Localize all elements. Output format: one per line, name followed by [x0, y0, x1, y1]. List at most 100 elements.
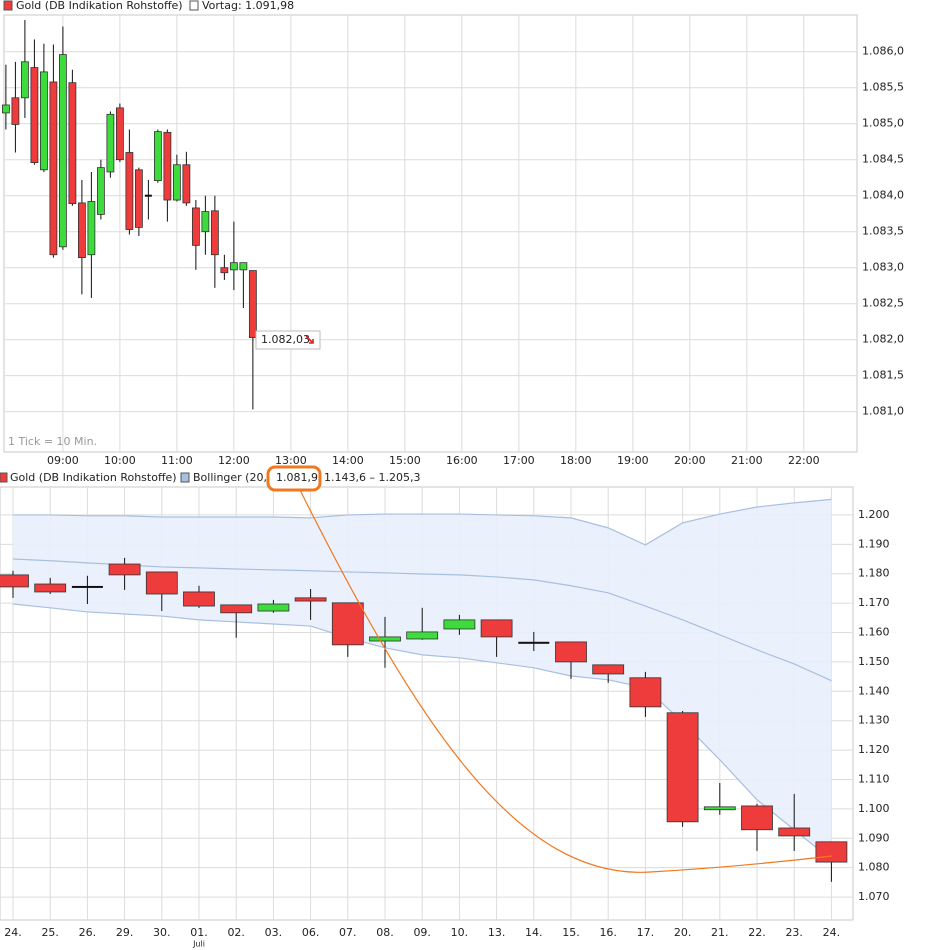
x-tick-label: 21.	[711, 926, 729, 939]
candle-body	[666, 712, 699, 823]
candle-body	[369, 636, 401, 642]
candle-body	[58, 54, 67, 248]
candle-body	[20, 61, 29, 99]
candle-body	[294, 597, 327, 602]
x-tick-label: 19:00	[617, 454, 649, 467]
x-tick-label: 20.	[674, 926, 692, 939]
y-tick-label: 1.083,0	[862, 261, 904, 274]
candle-body	[239, 262, 248, 271]
x-tick-label: 29.	[116, 926, 134, 939]
x-tick-label: 26.	[79, 926, 97, 939]
annotation-box	[266, 465, 322, 492]
candle-body	[815, 841, 848, 863]
x-tick-label: 09.	[413, 926, 431, 939]
x-tick-label: 10.	[451, 926, 469, 939]
x-tick-label: 08.	[376, 926, 394, 939]
top-plot-area	[3, 14, 858, 453]
x-tick-label: 16:00	[446, 454, 478, 467]
y-tick-label: 1.100	[858, 802, 890, 815]
candle-body	[443, 619, 476, 630]
candle-body	[134, 169, 143, 228]
x-tick-label: 09:00	[47, 454, 79, 467]
candle-body	[210, 210, 219, 256]
x-tick-label: 15:00	[389, 454, 421, 467]
candle-body	[191, 207, 200, 246]
legends: Gold (DB Indikation Rohstoffe) Vortag: 1…	[0, 0, 833, 873]
x-tick-label: 22:00	[788, 454, 820, 467]
candle-body	[629, 677, 662, 708]
annotation-connector	[299, 489, 833, 873]
annotation-label: 1.081,9	[276, 471, 318, 484]
candle-body	[144, 194, 152, 197]
candle-body	[77, 202, 86, 259]
y-tick-label: 1.084,0	[862, 189, 904, 202]
x-tick-label: 15.	[562, 926, 580, 939]
candle-body	[108, 563, 141, 576]
candle-body	[183, 591, 215, 607]
y-tick-label: 1.120	[858, 743, 890, 756]
candle-body	[229, 262, 238, 271]
month-label: Juli	[192, 940, 205, 949]
x-tick-label: 14.	[525, 926, 543, 939]
x-tick-label: 25.	[41, 926, 59, 939]
candle-body	[87, 201, 96, 256]
x-tick-label: 22.	[748, 926, 766, 939]
x-tick-label: 17.	[637, 926, 655, 939]
legend-swatch	[180, 472, 190, 483]
y-tick-label: 1.084,5	[862, 153, 904, 166]
y-tick-label: 1.140	[858, 684, 890, 697]
candle-body	[11, 97, 20, 125]
candle-body	[703, 806, 736, 811]
x-tick-label: 23.	[785, 926, 803, 939]
y-tick-label: 1.081,5	[862, 369, 904, 382]
candle-body	[182, 164, 191, 204]
x-tick-label: 12:00	[218, 454, 250, 467]
x-tick-label: 14:00	[332, 454, 364, 467]
y-tick-label: 1.090	[858, 831, 890, 844]
candle-body	[1, 104, 10, 114]
y-tick-label: 1.200	[858, 508, 890, 521]
candle-body	[115, 107, 124, 161]
last-price-box	[255, 330, 321, 350]
candle-body	[741, 805, 773, 831]
candle-body	[778, 827, 811, 837]
y-tick-label: 1.080	[858, 861, 890, 874]
legend-swatch	[189, 0, 199, 11]
band-line	[12, 558, 832, 682]
x-tick-label: 07.	[339, 926, 357, 939]
candle-body	[518, 641, 550, 644]
y-tick-label: 1.180	[858, 567, 890, 580]
x-tick-label: 10:00	[104, 454, 136, 467]
y-tick-label: 1.070	[858, 890, 890, 903]
candle-body	[331, 602, 364, 646]
x-tick-label: 03.	[265, 926, 283, 939]
candle-body	[30, 67, 39, 163]
x-tick-label: 30.	[153, 926, 171, 939]
candle-body	[145, 571, 178, 595]
y-tick-label: 1.110	[858, 772, 890, 785]
y-tick-label: 1.170	[858, 596, 890, 609]
legend-swatch	[0, 472, 8, 483]
y-tick-label: 1.190	[858, 537, 890, 550]
candle-body	[39, 71, 48, 171]
candle-body	[220, 604, 253, 614]
candle-body	[106, 113, 115, 173]
candle-body	[125, 152, 134, 230]
legend-label: Gold (DB Indikation Rohstoffe)	[16, 0, 183, 12]
y-tick-label: 1.082,0	[862, 333, 904, 346]
x-tick-label: 02.	[227, 926, 245, 939]
y-tick-label: 1.150	[858, 655, 890, 668]
candle-body	[257, 603, 290, 612]
down-arrow-icon	[305, 335, 314, 344]
x-tick-label: 21:00	[731, 454, 763, 467]
x-tick-label: 06.	[302, 926, 320, 939]
legend-swatch	[3, 0, 13, 11]
y-tick-label: 1.085,0	[862, 117, 904, 130]
tick-note: 1 Tick = 10 Min.	[8, 435, 97, 448]
x-tick-label: 24.	[4, 926, 22, 939]
x-tick-label: 13:00	[275, 454, 307, 467]
candle-body	[248, 270, 257, 338]
candle-body	[555, 641, 587, 663]
candle-body	[201, 211, 210, 233]
